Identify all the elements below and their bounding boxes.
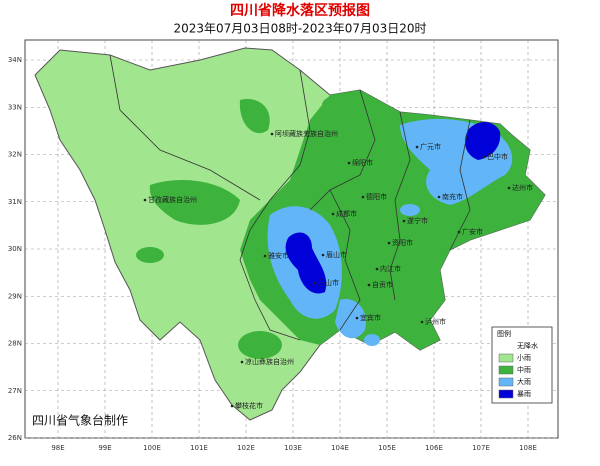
city-dot [375, 267, 379, 271]
city-dot [313, 281, 317, 285]
footer: 四川省气象台制作 [32, 413, 128, 428]
region-label: 宜宾市 [360, 313, 381, 322]
rainstorm-areas [285, 121, 501, 294]
legend-title: 图例 [497, 329, 511, 338]
city-dot [361, 195, 365, 199]
lon-label: 104E [331, 444, 349, 452]
region-label: 遂宁市 [407, 216, 428, 225]
city-dot [437, 195, 441, 199]
lon-label: 98E [51, 444, 64, 452]
lon-label: 105E [378, 444, 396, 452]
region-label: 阿坝藏族羌族自治州 [275, 129, 338, 138]
region-label: 南充市 [442, 192, 463, 201]
region-label: 巴中市 [487, 152, 508, 161]
lat-label: 30N [8, 245, 22, 253]
city-dot [457, 230, 461, 234]
lat-label: 33N [8, 103, 22, 111]
lon-label: 99E [98, 444, 111, 452]
city-dot [263, 254, 267, 258]
city-dot [347, 161, 351, 165]
lon-label: 102E [237, 444, 255, 452]
legend-swatch [498, 341, 514, 351]
subtitle: 2023年07月03日08时-2023年07月03日20时 [173, 22, 426, 36]
lon-label: 103E [284, 444, 302, 452]
city-dot [420, 320, 424, 324]
legend-label: 暴雨 [517, 390, 531, 398]
city-dot [270, 132, 274, 136]
city-dot [507, 186, 511, 190]
city-dot [355, 316, 359, 320]
legend-swatch [498, 365, 514, 375]
city-dot [402, 219, 406, 223]
city-dot [143, 198, 147, 202]
legend-label: 小雨 [517, 353, 531, 362]
region-label: 乐山市 [318, 278, 339, 287]
legend-swatch [498, 377, 514, 387]
lon-label: 108E [519, 444, 537, 452]
legend-label: 中雨 [517, 365, 531, 374]
city-dot [321, 253, 325, 257]
lat-label: 34N [8, 56, 22, 64]
region-label: 绵阳市 [352, 158, 373, 167]
city-dot [387, 241, 391, 245]
lat-label: 28N [8, 340, 22, 348]
region-label: 德阳市 [366, 192, 387, 201]
lon-label: 100E [143, 444, 161, 452]
legend-swatch [498, 353, 514, 363]
title: 四川省降水落区预报图 [230, 2, 370, 19]
region-label: 资阳市 [392, 238, 413, 247]
city-dot [367, 283, 371, 287]
region-label: 广安市 [462, 227, 483, 236]
region-label: 甘孜藏族自治州 [148, 195, 197, 204]
region-label: 达州市 [512, 183, 533, 192]
lat-label: 29N [8, 292, 22, 300]
city-boundaries [109, 54, 471, 341]
legend-swatch [498, 389, 514, 399]
lat-label: 27N [8, 387, 22, 395]
lon-label: 106E [425, 444, 443, 452]
lat-label: 32N [8, 151, 22, 159]
region-label: 眉山市 [326, 250, 347, 259]
legend-label: 大雨 [517, 377, 531, 386]
lon-label: 101E [190, 444, 208, 452]
city-dot [415, 145, 419, 149]
legend-label: 无降水 [517, 341, 538, 350]
region-label: 成都市 [336, 209, 357, 218]
region-label: 凉山彝族自治州 [245, 357, 294, 366]
lon-label: 107E [472, 444, 490, 452]
region-label: 广元市 [420, 142, 441, 151]
region-label: 攀枝花市 [235, 401, 263, 410]
city-dot [230, 404, 234, 408]
region-label: 自贡市 [372, 280, 393, 289]
lat-label: 26N [8, 434, 22, 442]
city-dot [240, 360, 244, 364]
lat-label: 31N [8, 198, 22, 206]
city-dot [331, 212, 335, 216]
region-label: 雅安市 [268, 251, 289, 260]
region-label: 泸州市 [425, 317, 446, 326]
city-dot [482, 155, 486, 159]
region-label: 内江市 [380, 264, 401, 273]
